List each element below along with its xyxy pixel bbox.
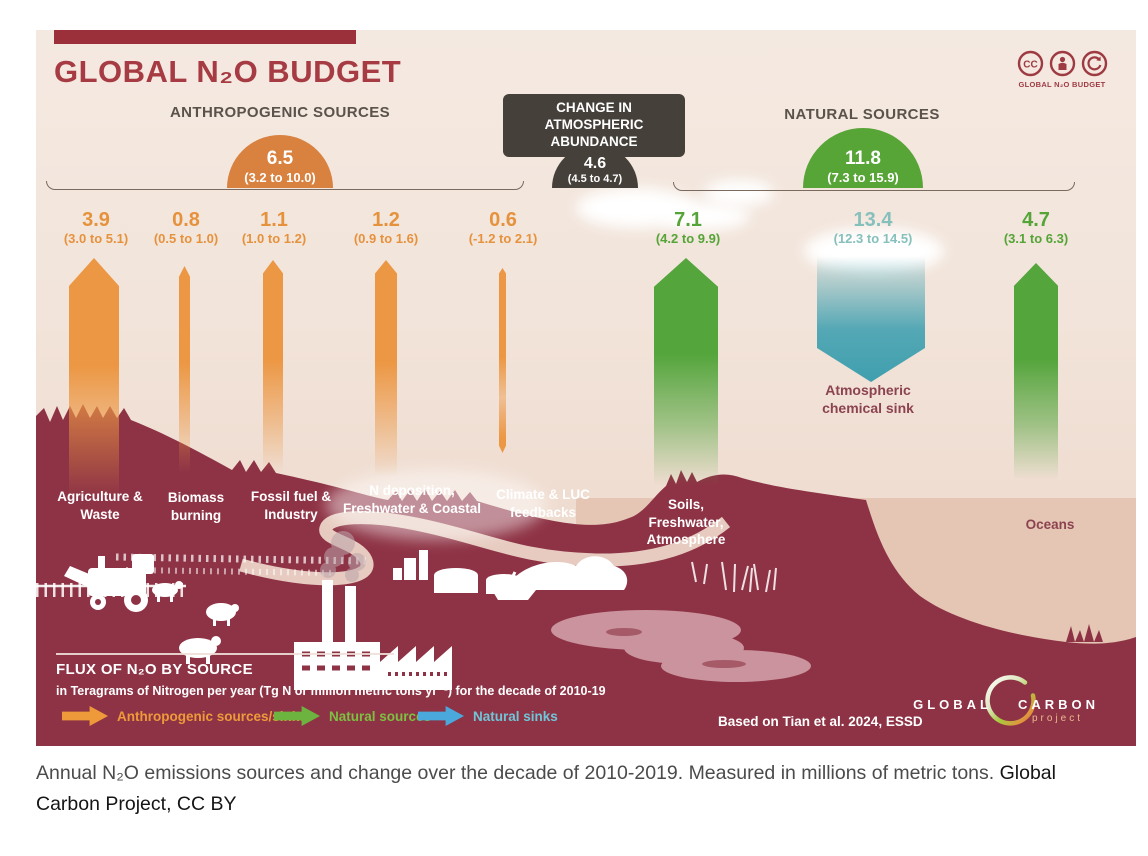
global-carbon-project-logo: GLOBAL CARBON project [912,674,1132,738]
circular-arrow-icon [1081,50,1107,77]
flux-value-ndeposition: 1.2 (0.9 to 1.6) [353,209,419,247]
anthropogenic-total-range: (3.2 to 10.0) [244,170,316,185]
flux-value-atmospheric-sink: 13.4 (12.3 to 14.5) [833,209,913,247]
natural-total-value: 11.8 [845,148,881,169]
wheel-hub [95,599,101,605]
attribution-person-icon [1049,50,1075,77]
flux-value-agriculture: 3.9 (3.0 to 5.1) [63,209,129,247]
figure-caption: Annual N₂O emissions sources and change … [36,758,1108,820]
wheel-hub [131,595,141,605]
gcp-crescent-icon [985,675,1036,726]
green-arrow-icon [274,706,320,726]
orange-arrow-icon [62,706,108,726]
svg-text:CC: CC [1023,60,1037,71]
atmospheric-change-range: (4.5 to 4.7) [567,173,623,185]
label-biomass: Biomass burning [167,490,225,523]
crop-rows [125,567,337,576]
haze [326,470,546,540]
label-atmospheric-sink: Atmospheric chemical sink [822,382,914,416]
license-badge-caption: GLOBAL N₂O BUDGET [1018,80,1106,89]
label-oceans: Oceans [1025,517,1075,532]
cloud [660,202,750,230]
legend-item-anthropogenic: Anthropogenic sources/sinks [62,706,307,726]
cloud [704,180,774,206]
infographic-title: GLOBAL N₂O BUDGET [54,54,402,89]
flux-value-climate-luc: 0.6 (-1.2 to 2.1) [468,209,538,247]
label-ndeposition: N deposition, Freshwater & Coastal [342,483,482,516]
gcp-word-global: GLOBAL [913,697,992,712]
label-agriculture: Agriculture & Waste [57,489,143,522]
anthropogenic-sources-header: ANTHROPOGENIC SOURCES [169,104,391,121]
arrow-ndeposition-up [375,260,397,486]
legend-subtitle: in Teragrams of Nitrogen per year (Tg N … [56,684,606,698]
caption-text: Annual N₂O emissions sources and change … [36,762,1000,784]
road [239,511,731,586]
atmospheric-change-value: 4.6 [583,155,607,172]
seagrass [1066,624,1103,642]
gcp-word-carbon: CARBON [1018,697,1100,712]
label-climate-luc: Climate & LUC feedbacks [496,487,590,520]
cc-icon: CC [1017,50,1043,77]
arrow-climate-luc-bidirectional [499,268,506,453]
arrow-agriculture-up [69,258,119,513]
atmospheric-abundance-callout: CHANGE IN ATMOSPHERIC ABUNDANCE [503,94,685,168]
pond-islet [702,660,746,668]
label-fossil: Fossil fuel & Industry [250,489,332,522]
label-soils: Soils, Freshwater, Atmosphere [646,497,726,548]
natural-total-range: (7.3 to 15.9) [827,170,899,185]
legend-item-natural-sources: Natural sources [274,706,431,726]
natural-sources-header: NATURAL SOURCES [784,106,940,123]
n2o-budget-infographic: GLOBAL N₂O BUDGET ANTHROPOGENIC SOURCES … [36,30,1136,746]
reeds [691,561,777,593]
factory-smoke [320,531,366,582]
legend-divider [56,653,394,655]
title-bar [54,30,356,44]
coastal-landmass [506,556,628,590]
arrow-soils-up [654,258,718,498]
landscape-illustration [36,404,1136,746]
flux-value-biomass: 0.8 (0.5 to 1.0) [153,209,219,247]
legend-item-natural-sinks: Natural sinks [418,706,558,726]
arrow-biomass-up [179,266,190,481]
attribution-text: Based on Tian et al. 2024, ESSD [718,714,923,729]
license-badges: CC GLOBAL N₂O BUDGET [1012,50,1112,89]
flux-value-oceans: 4.7 (3.1 to 6.3) [1003,209,1069,247]
legend-title: FLUX OF N₂O BY SOURCE [56,661,253,678]
anthropogenic-total-value: 6.5 [266,148,294,169]
arrow-oceans-up [1014,263,1058,491]
cattle-icons [152,581,239,664]
flux-value-fossil: 1.1 (1.0 to 1.2) [241,209,307,247]
pond-islet [606,628,642,636]
pond [624,632,744,664]
gcp-word-project: project [1032,713,1084,724]
caption-source-link[interactable]: Global Carbon Project, CC BY [36,762,1056,816]
flux-value-soils: 7.1 (4.2 to 9.9) [655,209,721,247]
arrow-fossil-up [263,260,283,482]
blue-arrow-icon [418,706,464,726]
